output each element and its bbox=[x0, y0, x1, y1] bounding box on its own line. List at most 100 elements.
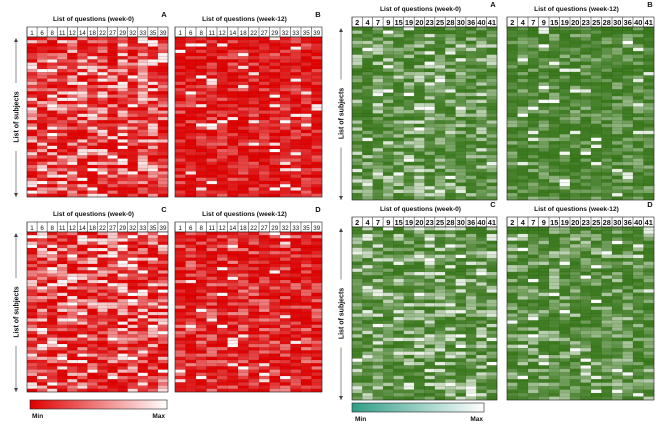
red-d-cell bbox=[227, 286, 239, 290]
green-c-cell bbox=[382, 299, 394, 304]
green-b-cell bbox=[548, 85, 560, 90]
green-b-cell bbox=[643, 192, 655, 197]
green-c-cell bbox=[393, 237, 404, 242]
red-a-cell bbox=[47, 68, 58, 73]
red-d-cell bbox=[279, 235, 291, 239]
red-c-cell bbox=[107, 295, 118, 300]
red-d-cell bbox=[279, 382, 291, 386]
green-b-cell bbox=[590, 196, 602, 201]
red-a-cell bbox=[87, 184, 98, 188]
green-c-cell bbox=[403, 254, 415, 259]
red-d-cell bbox=[258, 356, 270, 361]
green-c-cell bbox=[434, 268, 446, 273]
red-a-cell bbox=[107, 168, 118, 172]
green-b-cell bbox=[527, 44, 539, 48]
red-d-cell bbox=[195, 375, 207, 380]
green-b-cell bbox=[569, 161, 581, 166]
red-b-cell bbox=[311, 148, 323, 153]
red-b-cell bbox=[300, 193, 312, 198]
red-a-cell bbox=[26, 139, 38, 143]
green-c-cell bbox=[445, 261, 456, 266]
red-b-cell bbox=[206, 72, 218, 76]
red-c-tick-label: 14 bbox=[79, 225, 86, 232]
green-a-cell bbox=[476, 113, 487, 118]
red-d-cell bbox=[269, 334, 281, 338]
red-d-cell bbox=[248, 238, 260, 242]
green-b-cell bbox=[548, 172, 560, 176]
green-a-cell bbox=[424, 51, 436, 55]
red-c-cell bbox=[107, 347, 118, 351]
green-a-cell bbox=[455, 141, 467, 145]
red-a-cell bbox=[127, 104, 138, 108]
red-b-cell bbox=[311, 171, 323, 175]
red-c-cell bbox=[47, 289, 58, 293]
red-b-cell bbox=[248, 139, 260, 143]
red-d-cell bbox=[258, 327, 270, 332]
green-c-cell bbox=[382, 240, 394, 245]
green-a-cell bbox=[414, 192, 425, 197]
green-a-cell bbox=[372, 189, 384, 194]
red-c-cell bbox=[157, 363, 169, 367]
red-c-cell bbox=[157, 292, 169, 297]
green-a-cell bbox=[476, 123, 487, 128]
red-b-cell bbox=[174, 184, 186, 188]
red-c-cell bbox=[137, 331, 149, 335]
green-b-cell bbox=[538, 179, 550, 183]
red-d-cell bbox=[311, 315, 323, 319]
green-a-cell bbox=[372, 47, 384, 52]
green-a-cell bbox=[414, 116, 425, 121]
red-a-cell bbox=[87, 59, 98, 63]
red-d-cell bbox=[269, 299, 281, 303]
green-c-cell bbox=[424, 351, 436, 356]
green-a-cell bbox=[414, 37, 425, 42]
red-d-cell bbox=[185, 363, 197, 367]
red-d-cell bbox=[206, 263, 218, 268]
red-c-cell bbox=[107, 366, 118, 370]
red-c-cell bbox=[47, 238, 58, 242]
green-c-cell bbox=[362, 320, 373, 325]
red-a-cell bbox=[137, 46, 149, 50]
green-c-cell bbox=[362, 351, 373, 356]
red-d-cell bbox=[216, 343, 228, 348]
red-a-cell bbox=[147, 145, 159, 150]
red-c-cell bbox=[47, 375, 58, 380]
red-d-cell bbox=[206, 270, 218, 274]
green-c-cell bbox=[424, 240, 436, 245]
green-a-cell bbox=[362, 109, 373, 114]
red-d-cell bbox=[195, 369, 207, 373]
green-a-cell bbox=[424, 64, 436, 69]
red-c-cell bbox=[36, 286, 48, 290]
red-b-cell bbox=[258, 100, 270, 105]
red-a-cell bbox=[47, 104, 58, 108]
red-c-cell bbox=[157, 337, 169, 341]
red-c-cell bbox=[36, 343, 48, 348]
red-c-cell bbox=[157, 382, 169, 386]
green-a-cell bbox=[424, 120, 436, 125]
red-d-cell bbox=[237, 270, 249, 274]
red-b-cell bbox=[206, 65, 218, 70]
green-b-cell bbox=[527, 89, 539, 93]
green-a-cell bbox=[382, 116, 394, 121]
green-c-cell bbox=[476, 337, 487, 342]
red-d-cell bbox=[237, 244, 249, 249]
green-a-cell bbox=[486, 51, 498, 55]
green-b-cell bbox=[569, 58, 581, 62]
green-a-cell bbox=[372, 137, 384, 142]
green-b-cell bbox=[569, 96, 581, 100]
red-a-cell bbox=[77, 81, 88, 86]
green-a-cell bbox=[351, 186, 363, 190]
red-c-cell bbox=[47, 273, 58, 277]
green-c-cell bbox=[393, 358, 404, 363]
green-c-cell bbox=[486, 306, 498, 311]
red-b-cell bbox=[195, 72, 207, 76]
green-b-cell bbox=[622, 161, 634, 166]
red-a-cell bbox=[157, 46, 169, 50]
green-c-cell bbox=[403, 316, 415, 321]
red-d-cell bbox=[237, 340, 249, 345]
red-a-cell bbox=[107, 177, 118, 182]
red-c-cell bbox=[97, 385, 108, 389]
red-d-cell bbox=[290, 295, 302, 300]
green-a-cell bbox=[351, 130, 363, 135]
green-c-cell bbox=[465, 275, 477, 280]
red-d-cell bbox=[174, 372, 186, 377]
